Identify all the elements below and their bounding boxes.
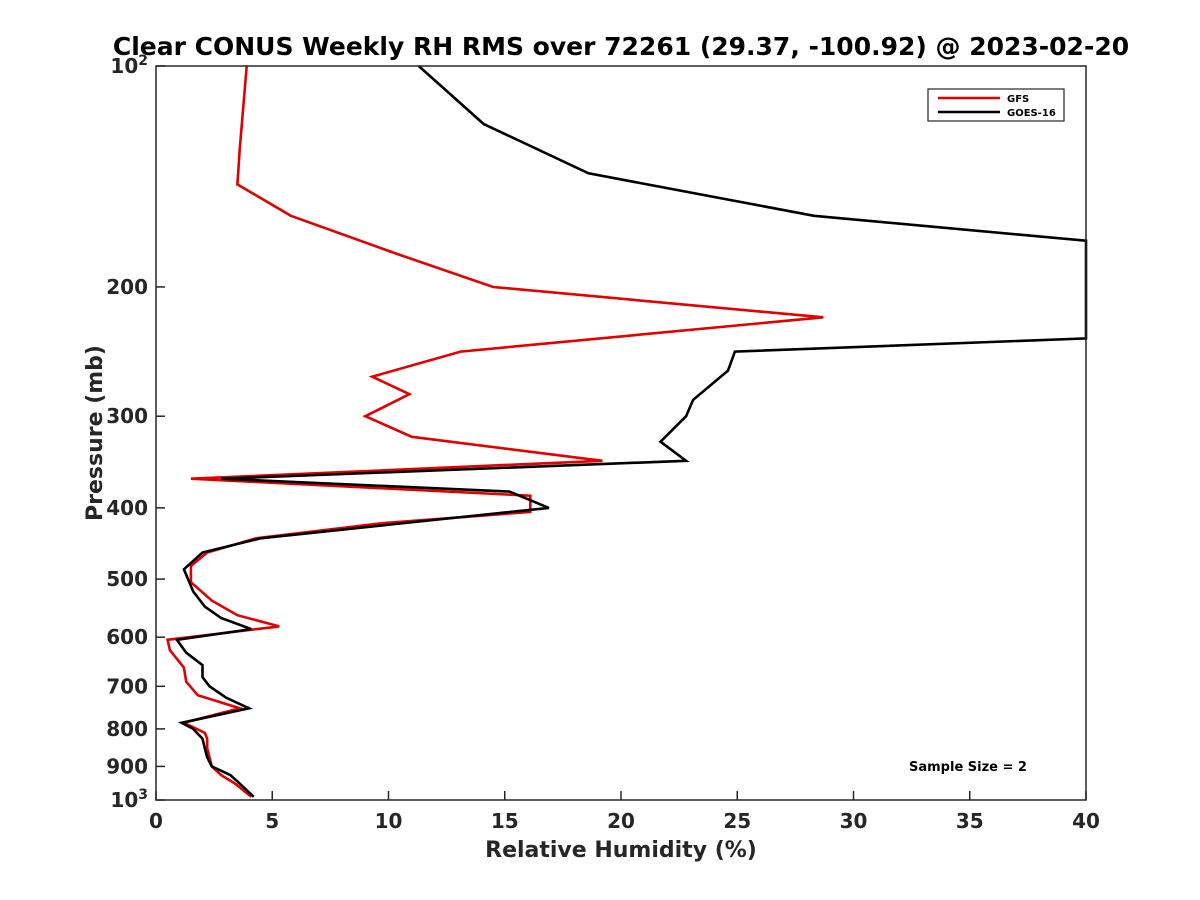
y-axis-label: Pressure (mb) <box>83 345 108 521</box>
y-tick-label: 200 <box>106 275 148 299</box>
series-line-goes-16 <box>174 65 1088 798</box>
y-tick-label: 800 <box>106 717 148 741</box>
x-tick-label: 0 <box>149 809 163 833</box>
legend: GFS GOES-16 <box>927 88 1065 122</box>
plot-area-frame <box>155 65 1087 801</box>
x-tick-label: 5 <box>265 809 279 833</box>
x-tick-label: 25 <box>723 809 751 833</box>
x-tick-label: 10 <box>375 809 403 833</box>
x-axis-label: Relative Humidity (%) <box>485 838 757 863</box>
y-tick-label: 103 <box>110 787 148 812</box>
x-tick-label: 40 <box>1072 809 1100 833</box>
y-tick-label: 500 <box>106 567 148 591</box>
x-tick-label: 15 <box>491 809 519 833</box>
legend-box <box>927 88 1065 122</box>
chart-title: Clear CONUS Weekly RH RMS over 72261 (29… <box>113 32 1129 61</box>
legend-label: GOES-16 <box>1007 108 1056 119</box>
y-tick-label: 400 <box>106 496 148 520</box>
x-tick-label: 35 <box>956 809 984 833</box>
series-lines <box>166 65 1088 798</box>
y-tick-label: 102 <box>110 53 148 78</box>
y-tick-label: 600 <box>106 625 148 649</box>
sample-size-annotation: Sample Size = 2 <box>909 760 1027 775</box>
y-tick-label: 700 <box>106 674 148 698</box>
series-line-gfs <box>166 65 824 798</box>
x-tick-label: 20 <box>607 809 635 833</box>
legend-label: GFS <box>1007 94 1029 105</box>
y-tick-label: 300 <box>106 404 148 428</box>
x-tick-label: 30 <box>840 809 868 833</box>
axis-ticks: 0 5 10 15 20 25 30 35 40 102 200 300 400 500 600 700 800… <box>106 53 1100 833</box>
y-tick-label: 900 <box>106 754 148 778</box>
